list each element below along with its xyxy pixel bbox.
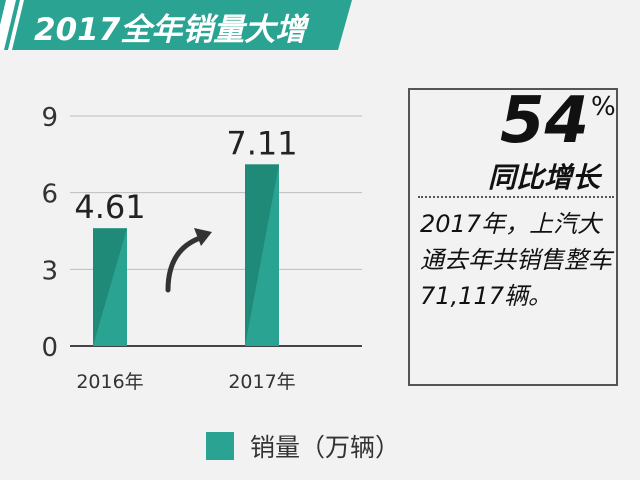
header-stripe-decoration xyxy=(0,0,24,50)
data-label-2016年: 4.61 xyxy=(74,188,145,226)
page-title: 2017全年销量大增 xyxy=(34,12,307,48)
growth-subtitle: 同比增长 xyxy=(488,161,601,194)
category-label-2016年: 2016年 xyxy=(76,371,143,393)
bar-highlight-2017年 xyxy=(245,164,279,346)
y-tick-label-0: 0 xyxy=(41,333,58,363)
category-label-2017年: 2017年 xyxy=(228,371,295,393)
callout-divider xyxy=(418,196,614,198)
legend-swatch xyxy=(206,432,234,460)
header-banner xyxy=(0,0,352,50)
legend-label: 销量（万辆） xyxy=(250,433,401,462)
callout-box xyxy=(408,88,618,386)
callout-note: 2017年，上汽大通去年共销售整车71,117辆。 xyxy=(420,210,612,310)
bar-chart: 0 3 6 9 4.61 2016年 7.11 2017年 xyxy=(41,103,362,393)
growth-percentage: 54 xyxy=(500,84,590,158)
percent-sign: % xyxy=(591,92,616,122)
growth-arrow-icon xyxy=(165,235,203,293)
y-tick-label-9: 9 xyxy=(41,103,58,133)
y-tick-label-6: 6 xyxy=(41,180,58,210)
bar-highlight-2016年 xyxy=(93,228,127,346)
growth-arrowhead-icon xyxy=(194,228,212,246)
y-tick-label-3: 3 xyxy=(41,256,58,286)
data-label-2017年: 7.11 xyxy=(226,124,297,162)
